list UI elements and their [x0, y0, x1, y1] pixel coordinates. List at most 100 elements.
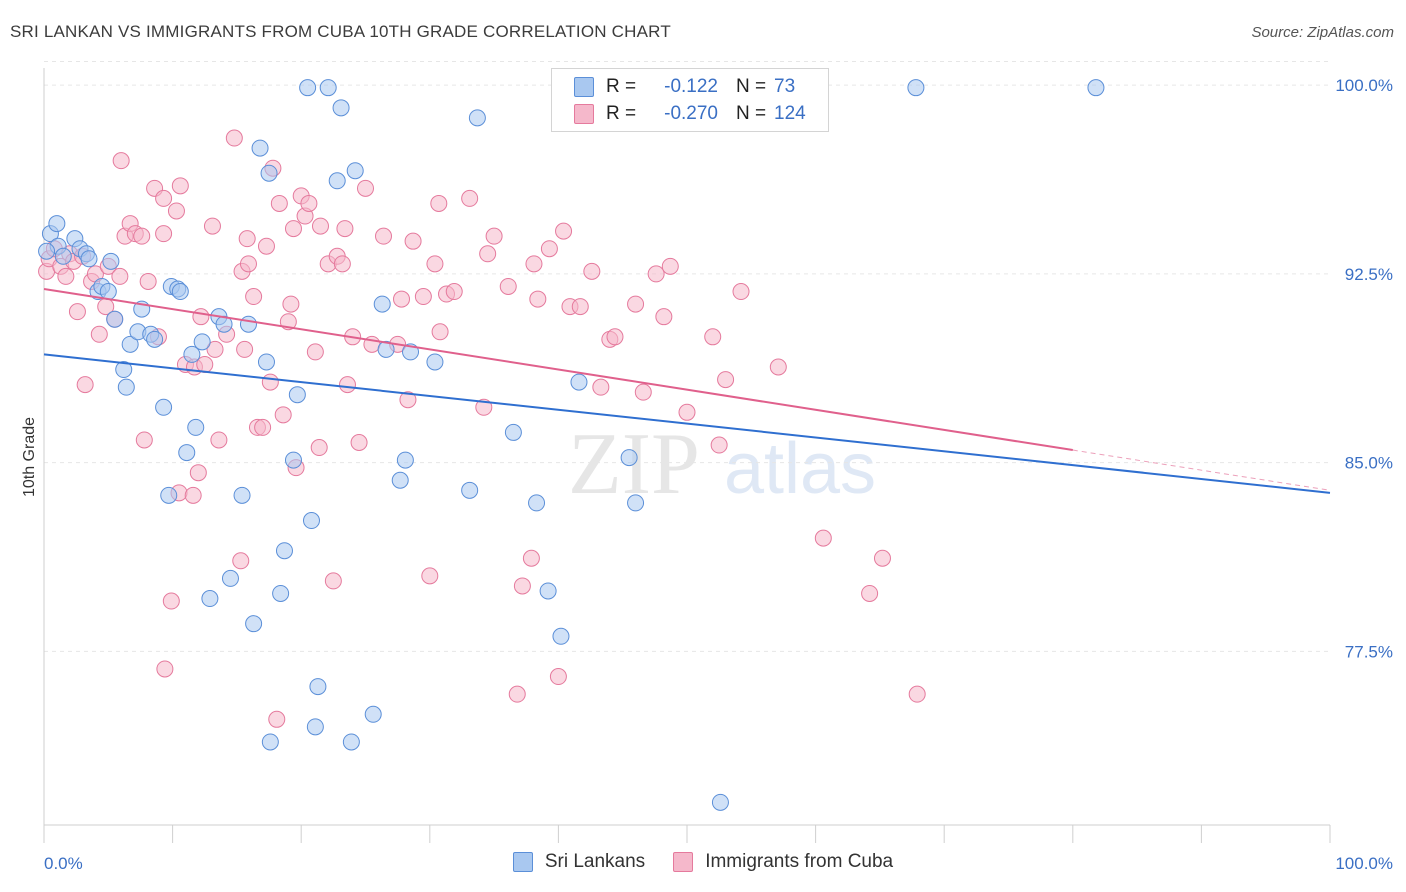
data-point	[513, 577, 531, 595]
data-point	[391, 471, 409, 489]
data-point	[421, 567, 439, 585]
data-point	[201, 590, 219, 608]
data-point	[221, 569, 239, 587]
data-point	[284, 220, 302, 238]
data-point	[311, 217, 329, 235]
data-point	[261, 373, 279, 391]
data-point	[571, 298, 589, 316]
data-point	[342, 733, 360, 751]
data-point	[225, 129, 243, 147]
data-point	[102, 252, 120, 270]
data-point	[156, 660, 174, 678]
data-point	[414, 288, 432, 306]
data-point	[908, 685, 926, 703]
data-point	[592, 378, 610, 396]
y-tick-label: 77.5%	[1345, 642, 1393, 661]
data-point	[528, 494, 546, 512]
data-point	[861, 584, 879, 602]
data-point	[549, 668, 567, 686]
legend-item-cuba[interactable]: Immigrants from Cuba	[673, 851, 893, 873]
data-point	[710, 436, 728, 454]
data-point	[155, 398, 173, 416]
data-point	[769, 358, 787, 376]
data-point	[555, 222, 573, 240]
data-point	[57, 267, 75, 285]
data-point	[274, 406, 292, 424]
trend-line	[43, 353, 1331, 494]
data-point	[300, 194, 318, 212]
data-point	[375, 227, 393, 245]
data-point	[146, 330, 164, 348]
data-point	[357, 179, 374, 197]
data-point	[583, 262, 601, 280]
data-point	[324, 572, 342, 590]
data-point	[203, 217, 221, 235]
data-point	[336, 220, 354, 238]
data-point	[139, 272, 157, 290]
r-value: -0.122	[664, 76, 718, 97]
data-point	[508, 685, 526, 703]
data-point	[445, 283, 463, 301]
data-point	[183, 345, 201, 363]
data-point	[196, 355, 214, 373]
blue-swatch	[574, 77, 594, 97]
data-point	[461, 481, 479, 499]
data-point	[338, 376, 356, 394]
data-point	[430, 194, 448, 212]
y-axis-title: 10th Grade	[21, 417, 38, 497]
data-point	[431, 323, 449, 341]
blue-swatch	[512, 852, 533, 872]
data-point	[350, 434, 368, 451]
data-point	[485, 227, 503, 245]
data-point	[171, 283, 189, 301]
axes	[43, 68, 1331, 843]
data-point	[178, 444, 196, 462]
data-point	[160, 486, 178, 504]
data-point	[187, 418, 205, 436]
n-value: 73	[774, 76, 796, 97]
data-point	[282, 295, 300, 313]
data-point	[48, 215, 66, 233]
data-point	[426, 255, 444, 273]
data-point	[373, 295, 391, 313]
data-point	[310, 439, 328, 457]
data-point	[393, 290, 411, 308]
pink-swatch	[574, 104, 594, 124]
data-point	[814, 529, 832, 547]
stats-legend: R = -0.122 N = 73 R = -0.270 N = 124	[551, 68, 829, 132]
data-point	[90, 325, 108, 343]
data-point	[302, 512, 320, 530]
data-point	[306, 343, 324, 361]
trend-lines	[43, 288, 1331, 494]
data-point	[426, 353, 444, 371]
y-tick-label: 100.0%	[1335, 76, 1393, 95]
data-point	[332, 99, 350, 117]
data-point	[873, 549, 891, 567]
data-point	[115, 361, 133, 379]
data-point	[38, 242, 56, 260]
data-point	[275, 542, 293, 560]
data-point	[133, 227, 151, 245]
data-point	[525, 255, 543, 273]
data-point	[540, 240, 558, 258]
data-point	[257, 237, 275, 255]
data-point	[189, 464, 207, 482]
data-point	[299, 79, 317, 97]
data-point	[121, 335, 139, 353]
trend-line-extension	[1072, 449, 1331, 491]
legend-row-cuba: R = -0.270 N = 124	[574, 102, 806, 126]
legend-label: Sri Lankans	[544, 851, 646, 872]
data-point	[76, 376, 94, 394]
data-point	[346, 162, 364, 180]
data-point	[106, 310, 124, 328]
data-point	[270, 194, 288, 212]
chart-title: SRI LANKAN VS IMMIGRANTS FROM CUBA 10TH …	[10, 22, 671, 41]
data-point	[306, 718, 324, 736]
data-point	[539, 582, 557, 600]
data-point	[112, 152, 130, 170]
r-label: R =	[606, 76, 637, 97]
data-point	[647, 265, 665, 283]
data-point	[396, 451, 414, 469]
x-tick-label: 0.0%	[44, 854, 83, 873]
legend-item-sri-lankans[interactable]: Sri Lankans	[512, 851, 646, 873]
